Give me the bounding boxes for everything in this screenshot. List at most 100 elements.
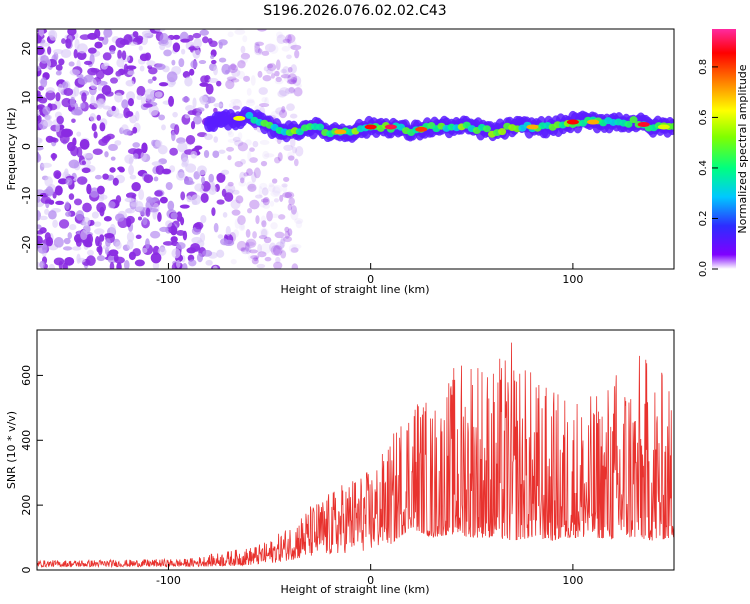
noise-blob	[192, 48, 201, 59]
noise-blob	[250, 75, 256, 86]
noise-blob	[284, 87, 296, 95]
noise-blob	[69, 69, 81, 76]
noise-blob	[87, 47, 97, 54]
noise-blob	[245, 245, 252, 255]
noise-blob	[218, 149, 226, 154]
noise-blob	[130, 201, 139, 207]
noise-blob	[295, 220, 303, 229]
noise-blob	[190, 60, 198, 69]
ridge-peak	[415, 126, 428, 132]
noise-blob	[57, 178, 68, 185]
noise-blob	[259, 182, 268, 190]
noise-blob	[159, 33, 169, 45]
noise-blob	[294, 158, 299, 167]
noise-blob	[184, 180, 195, 185]
noise-blob	[154, 190, 163, 197]
noise-blob	[63, 87, 74, 96]
noise-blob	[67, 141, 76, 152]
noise-blob	[260, 243, 272, 254]
noise-blob	[270, 190, 281, 198]
noise-blob	[114, 256, 125, 264]
noise-blob	[104, 151, 109, 158]
noise-blob	[213, 136, 219, 143]
noise-blob	[179, 204, 190, 209]
noise-blob	[68, 193, 75, 200]
noise-blob	[270, 245, 281, 256]
colorbar-gradient	[712, 29, 736, 269]
noise-blob	[132, 31, 139, 38]
noise-blob	[250, 255, 260, 260]
noise-blob	[290, 44, 302, 51]
noise-blob	[154, 29, 166, 32]
noise-blob	[146, 60, 156, 67]
noise-blob	[205, 259, 213, 266]
noise-blob	[248, 254, 256, 261]
noise-blob	[86, 249, 94, 256]
noise-blob	[245, 229, 251, 238]
noise-blob	[158, 114, 166, 121]
noise-blob	[204, 133, 213, 141]
noise-blob	[83, 60, 93, 65]
noise-blob	[171, 248, 181, 259]
noise-blob	[291, 244, 302, 250]
noise-blob	[190, 243, 201, 252]
noise-blob	[270, 110, 281, 119]
noise-blob	[288, 86, 295, 94]
noise-blob	[64, 168, 69, 177]
noise-blob	[129, 41, 138, 46]
noise-blob	[222, 212, 228, 218]
noise-blob	[283, 144, 294, 151]
noise-blob	[86, 183, 92, 195]
noise-blob	[140, 151, 147, 162]
noise-blob	[194, 145, 203, 150]
noise-blob	[109, 167, 116, 173]
noise-blob	[231, 68, 241, 77]
noise-blob	[246, 181, 256, 189]
noise-blob	[91, 211, 99, 219]
noise-blob	[105, 238, 111, 247]
noise-blob	[260, 160, 268, 167]
noise-blob	[230, 63, 237, 71]
noise-blob	[52, 137, 59, 143]
noise-blob	[96, 185, 105, 195]
noise-blob	[280, 250, 287, 259]
noise-blob	[167, 200, 175, 211]
noise-blob	[279, 238, 286, 249]
bottom-y-axis-label: SNR (10 * v/v)	[5, 411, 18, 489]
noise-blob	[212, 265, 218, 269]
noise-blob	[255, 215, 260, 225]
top-y-tick-label: -20	[20, 236, 33, 254]
noise-blob	[230, 258, 237, 265]
noise-blob	[275, 59, 281, 71]
noise-blob	[44, 114, 52, 121]
top-y-tick-label: 10	[20, 91, 33, 105]
noise-blob	[241, 247, 250, 255]
noise-blob	[192, 97, 197, 108]
noise-blob	[109, 261, 115, 269]
noise-blob	[227, 138, 238, 143]
noise-blob	[259, 200, 267, 208]
noise-blob	[232, 98, 243, 110]
noise-blob	[148, 104, 159, 116]
noise-blob	[281, 105, 286, 113]
noise-blob	[254, 43, 261, 54]
noise-blob	[114, 92, 123, 103]
noise-blob	[258, 102, 270, 108]
ridge-peak	[384, 124, 397, 130]
noise-blob	[234, 160, 243, 168]
noise-blob	[170, 236, 178, 243]
noise-blob	[76, 43, 88, 54]
noise-blob	[262, 74, 272, 82]
noise-blob	[216, 199, 225, 205]
noise-blob	[152, 76, 157, 81]
noise-blob	[252, 140, 259, 148]
noise-blob	[279, 248, 285, 254]
noise-blob	[38, 29, 44, 37]
noise-blob	[37, 114, 42, 124]
noise-blob	[96, 114, 101, 121]
colorbar-label: Normalized spectral amplitude	[736, 64, 749, 233]
noise-blob	[39, 215, 48, 221]
noise-blob	[258, 186, 263, 197]
noise-blob	[287, 40, 297, 50]
noise-blob	[132, 142, 141, 148]
